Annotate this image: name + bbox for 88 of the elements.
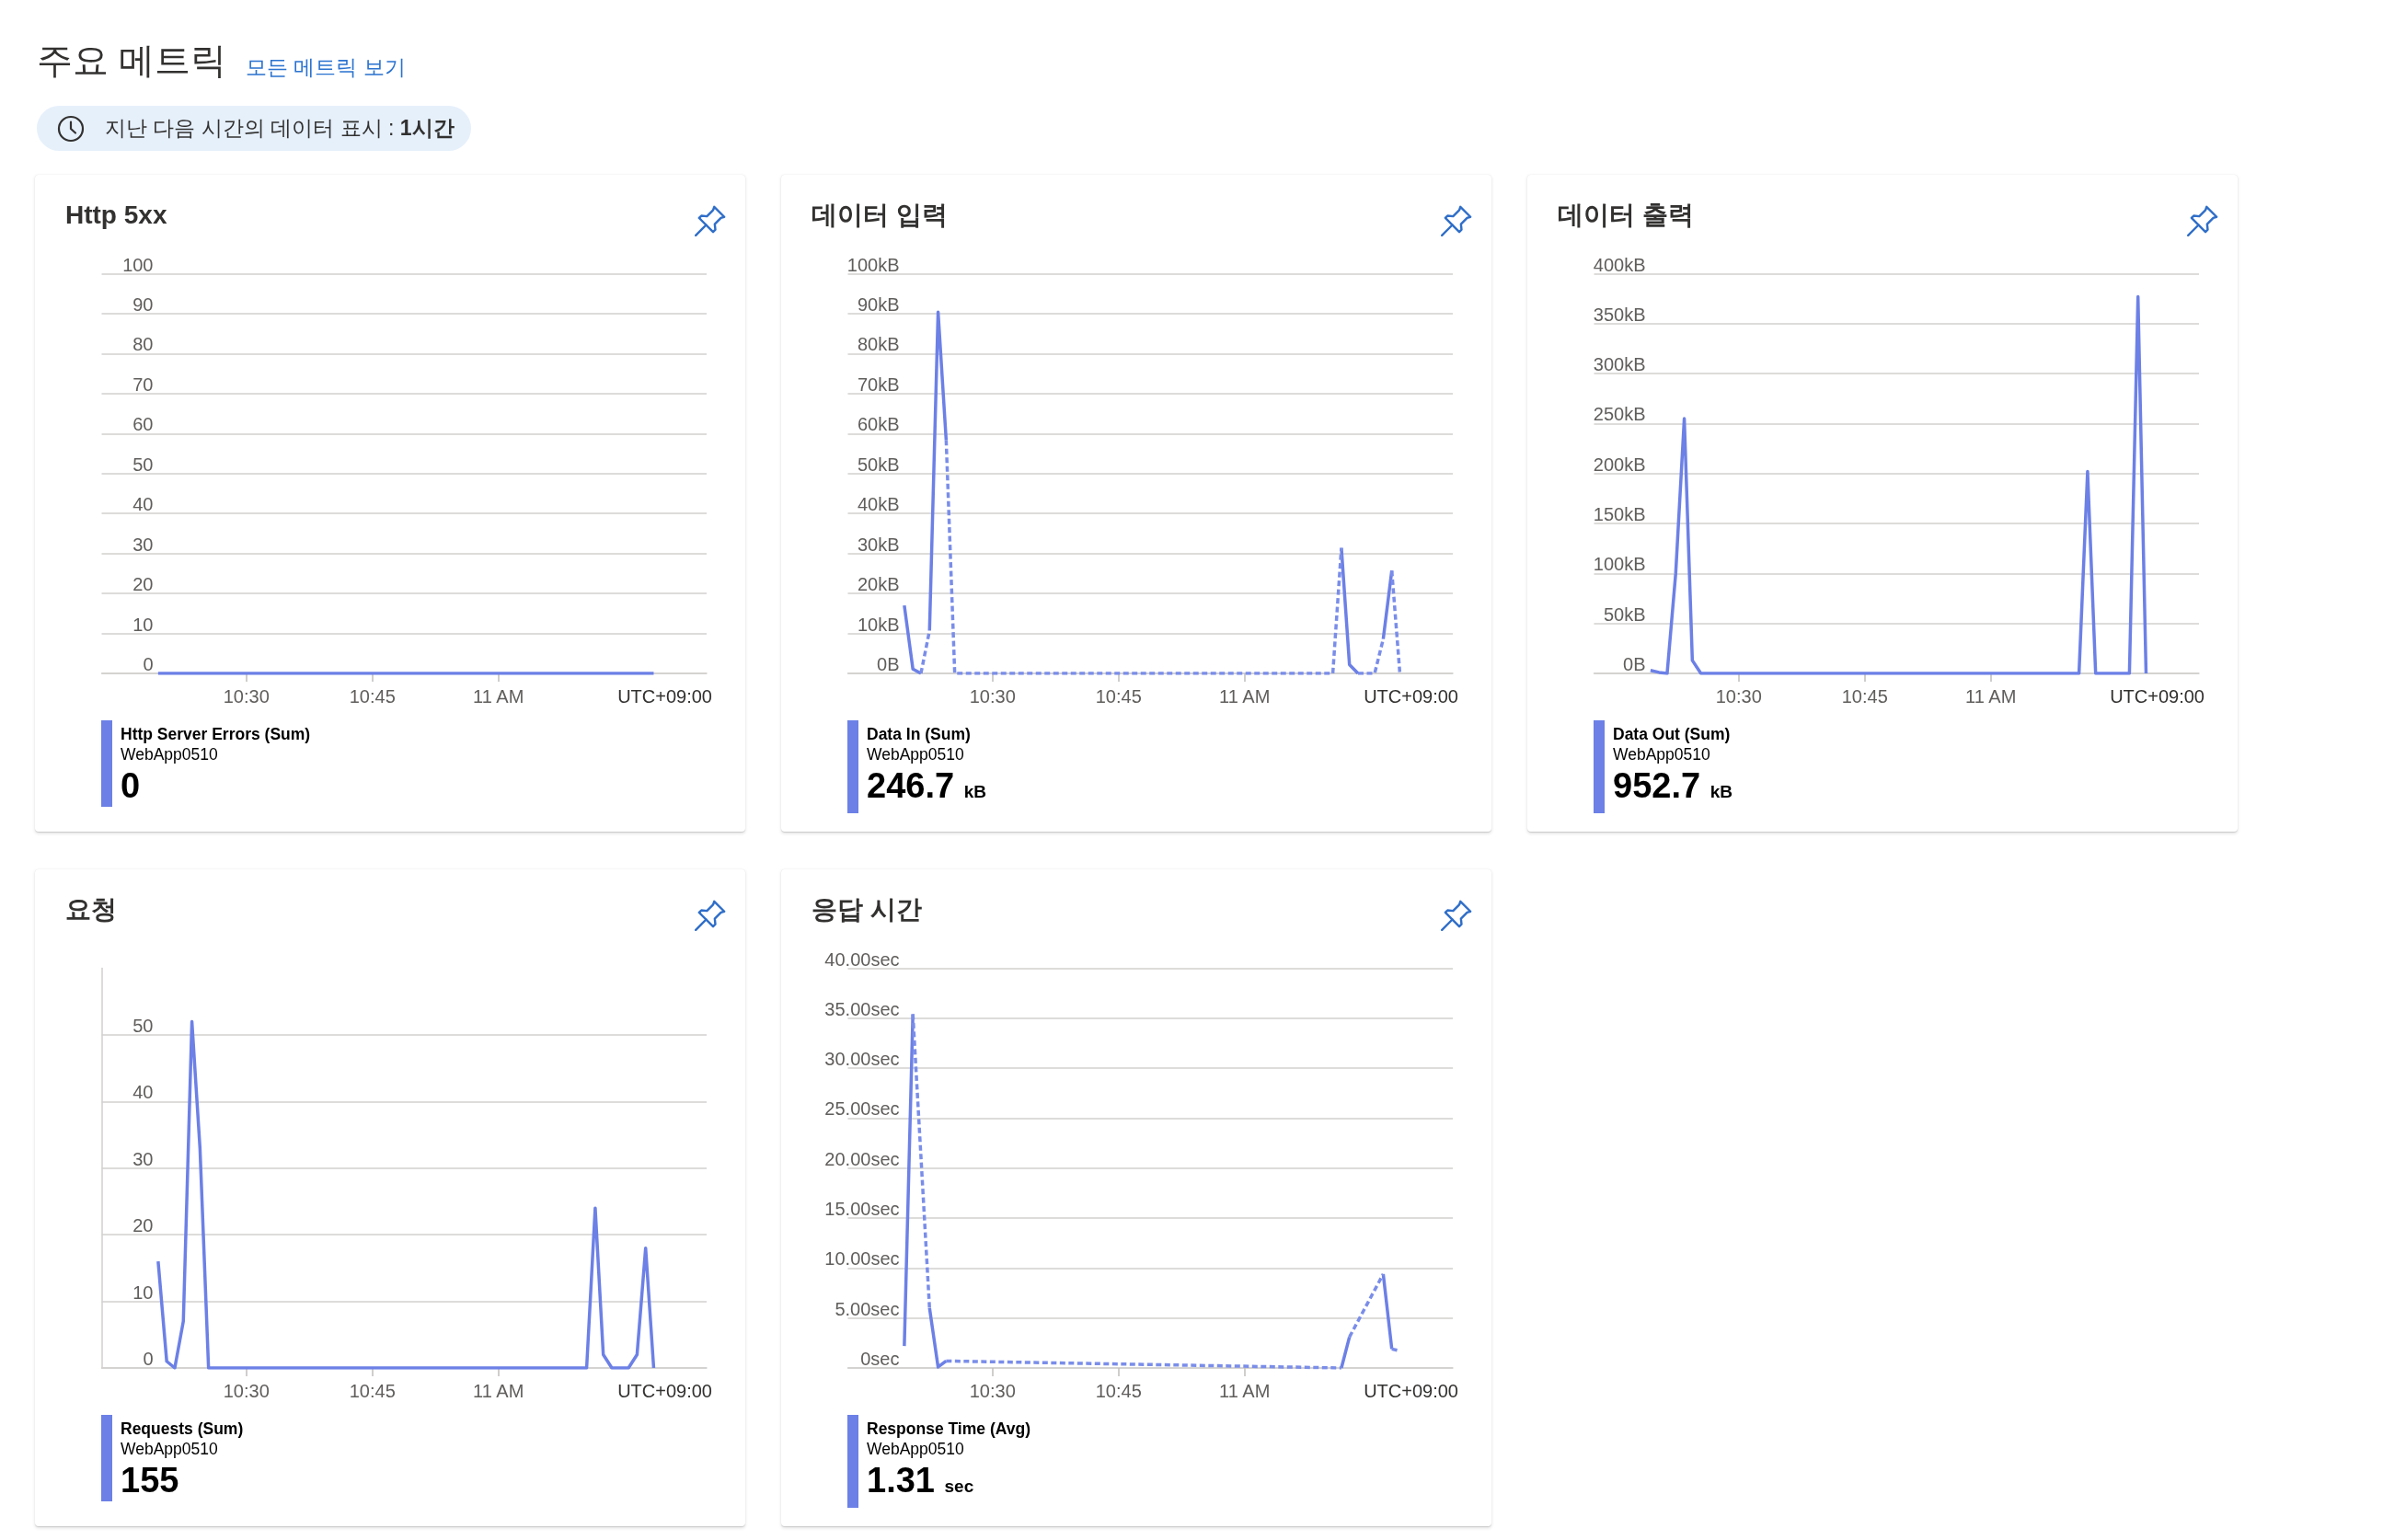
y-tick-label: 50 xyxy=(132,1015,154,1036)
text: Http Server Errors (Sum) xyxy=(121,724,311,744)
y-tick-label: 20kB xyxy=(857,574,900,595)
y-tick-label: 0B xyxy=(877,654,900,674)
y-tick-label: 25.00sec xyxy=(824,1098,900,1120)
text: WebApp0510 xyxy=(867,1439,965,1459)
text: 246.7 kB xyxy=(867,765,986,807)
y-tick-label: 80kB xyxy=(857,334,900,355)
y-tick-label: 20.00sec xyxy=(824,1148,900,1169)
y-tick-label: 15.00sec xyxy=(824,1199,900,1220)
y-tick-label: 350kB xyxy=(1593,304,1646,325)
x-tick-label: 10:30 xyxy=(223,686,270,707)
x-tick-label: 10:45 xyxy=(349,1381,396,1401)
x-axis-title: UTC+09:00 xyxy=(1364,1381,1458,1401)
y-tick-label: 40 xyxy=(132,1082,154,1103)
y-tick-label: 5.00sec xyxy=(835,1298,900,1319)
y-tick-label: 80 xyxy=(132,334,154,355)
y-tick-label: 0 xyxy=(143,1349,154,1369)
chart-title: 데이터 입력 xyxy=(812,200,948,231)
y-tick-label: 30.00sec xyxy=(824,1049,900,1070)
y-tick-label: 30 xyxy=(132,534,154,555)
y-tick-label: 30 xyxy=(132,1148,154,1169)
y-tick-label: 60 xyxy=(132,414,154,435)
chart-title: 요청 xyxy=(65,894,117,925)
x-tick-label: 10:30 xyxy=(223,1381,270,1401)
y-tick-label: 10.00sec xyxy=(824,1248,900,1270)
chart-title: 응답 시간 xyxy=(812,894,922,925)
y-tick-label: 90 xyxy=(132,293,154,315)
x-axis-title: UTC+09:00 xyxy=(1364,686,1458,707)
text: 지난 다음 시간의 데이터 표시 : 1시간 xyxy=(105,115,455,142)
x-tick-label: 10:30 xyxy=(1715,686,1762,707)
y-tick-label: 150kB xyxy=(1593,504,1646,525)
x-tick-label: 11 AM xyxy=(1219,686,1271,707)
x-tick-label: 11 AM xyxy=(473,1381,524,1401)
x-tick-label: 11 AM xyxy=(1965,686,2017,707)
text: 모든 메트릭 보기 xyxy=(246,54,406,81)
x-tick-label: 11 AM xyxy=(473,686,524,707)
text: WebApp0510 xyxy=(121,1439,219,1459)
y-tick-label: 10 xyxy=(132,614,154,635)
y-tick-label: 40kB xyxy=(857,494,900,515)
text: Data Out (Sum) xyxy=(1613,724,1732,744)
y-tick-label: 100kB xyxy=(846,254,900,275)
y-tick-label: 100kB xyxy=(1593,554,1646,575)
chart-title: Http 5xx xyxy=(65,200,167,231)
text: Data In (Sum) xyxy=(867,724,972,744)
y-tick-label: 200kB xyxy=(1593,454,1646,475)
y-tick-label: 70 xyxy=(132,374,154,395)
y-tick-label: 0 xyxy=(143,654,154,674)
y-tick-label: 40.00sec xyxy=(824,948,900,970)
chart-title: 데이터 출력 xyxy=(1558,200,1694,231)
text: 155 xyxy=(121,1460,180,1501)
x-tick-label: 10:30 xyxy=(969,1381,1016,1401)
y-tick-label: 10 xyxy=(132,1281,154,1303)
x-tick-label: 10:45 xyxy=(349,686,396,707)
text: Response Time (Avg) xyxy=(867,1419,1030,1439)
x-axis-title: UTC+09:00 xyxy=(617,686,712,707)
text: WebApp0510 xyxy=(867,744,965,764)
text: 1.31 sec xyxy=(867,1460,975,1501)
y-tick-label: 30kB xyxy=(857,534,900,555)
y-tick-label: 50 xyxy=(132,454,154,475)
x-tick-label: 10:45 xyxy=(1095,686,1142,707)
y-tick-label: 20 xyxy=(132,1215,154,1236)
text: WebApp0510 xyxy=(1613,744,1711,764)
y-tick-label: 35.00sec xyxy=(824,998,900,1019)
y-tick-label: 90kB xyxy=(857,293,900,315)
y-tick-label: 250kB xyxy=(1593,404,1646,425)
y-tick-label: 60kB xyxy=(857,414,900,435)
y-tick-label: 50kB xyxy=(857,454,900,475)
text: 952.7 kB xyxy=(1613,765,1733,807)
y-tick-label: 400kB xyxy=(1593,254,1646,275)
x-tick-label: 10:45 xyxy=(1095,1381,1142,1401)
x-tick-label: 11 AM xyxy=(1219,1381,1271,1401)
x-tick-label: 10:45 xyxy=(1841,686,1888,707)
text: 주요 메트릭 xyxy=(37,40,226,82)
text: Requests (Sum) xyxy=(121,1419,244,1439)
x-axis-title: UTC+09:00 xyxy=(617,1381,712,1401)
y-tick-label: 0sec xyxy=(860,1349,900,1369)
y-tick-label: 40 xyxy=(132,494,154,515)
y-tick-label: 10kB xyxy=(857,614,900,635)
y-tick-label: 70kB xyxy=(857,374,900,395)
y-tick-label: 100 xyxy=(122,254,154,275)
y-tick-label: 50kB xyxy=(1603,603,1646,625)
text: WebApp0510 xyxy=(121,744,219,764)
x-tick-label: 10:30 xyxy=(969,686,1016,707)
y-tick-label: 20 xyxy=(132,574,154,595)
y-tick-label: 300kB xyxy=(1593,354,1646,375)
y-tick-label: 0B xyxy=(1623,654,1646,674)
x-axis-title: UTC+09:00 xyxy=(2110,686,2205,707)
